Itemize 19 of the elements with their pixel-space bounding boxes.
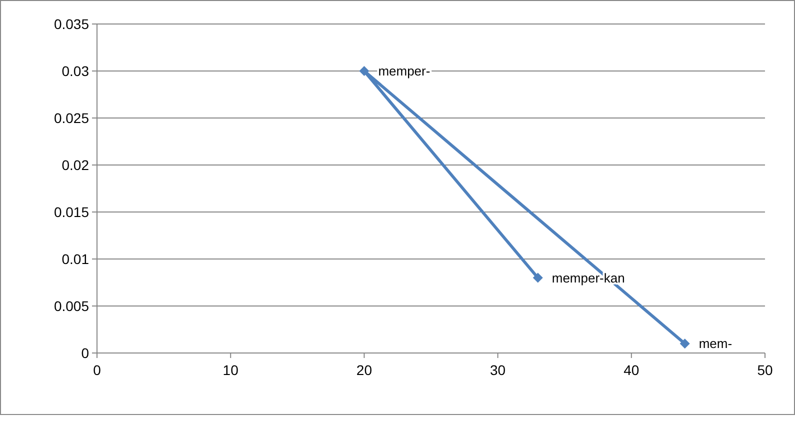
y-tick-label: 0.035 — [54, 16, 90, 32]
x-tick-label: 10 — [222, 362, 239, 378]
y-tick-label: 0 — [81, 344, 90, 361]
point — [359, 66, 370, 76]
y-tick-label: 0.005 — [54, 298, 90, 314]
x-tick-label: 0 — [93, 362, 102, 378]
x-tick-label: 40 — [624, 362, 640, 378]
x-tick-label: 20 — [356, 362, 372, 378]
annotation: memper- — [378, 64, 430, 79]
annotation: mem- — [698, 336, 732, 352]
y-tick-label: 0.015 — [54, 204, 90, 220]
y-tick-label: 0.025 — [54, 110, 90, 126]
y-tick-label: 0.02 — [62, 156, 90, 173]
x-tick-label: 30 — [490, 362, 506, 378]
y-tick-label: 0.03 — [62, 62, 90, 79]
point — [532, 272, 543, 283]
point — [680, 338, 690, 349]
y-tick-label: 0.01 — [62, 250, 90, 267]
x-tick-label: 50 — [757, 362, 773, 378]
